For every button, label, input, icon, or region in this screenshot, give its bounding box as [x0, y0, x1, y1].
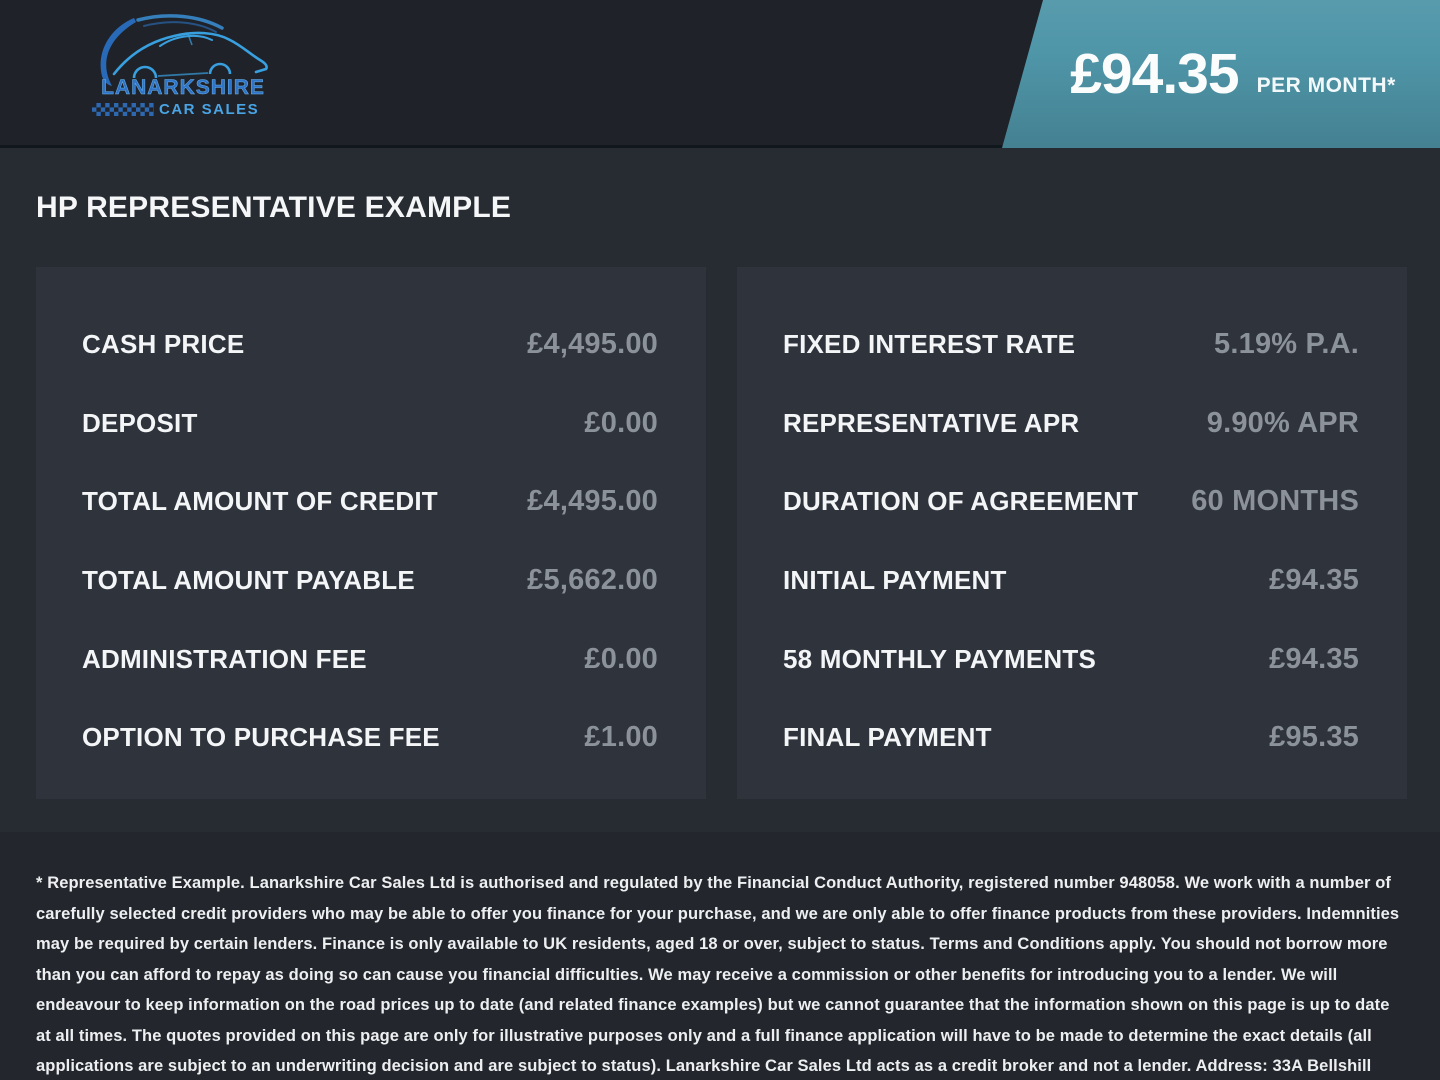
row-initial-payment: INITIAL PAYMENT £94.35 [783, 541, 1359, 620]
finance-panel-right: FIXED INTEREST RATE 5.19% P.A. REPRESENT… [737, 267, 1407, 799]
row-label: REPRESENTATIVE APR [783, 407, 1080, 438]
row-label: CASH PRICE [82, 328, 245, 359]
row-duration-of-agreement: DURATION OF AGREEMENT 60 MONTHS [783, 462, 1359, 541]
row-label: OPTION TO PURCHASE FEE [82, 722, 440, 753]
row-representative-apr: REPRESENTATIVE APR 9.90% APR [783, 384, 1359, 463]
row-value: £94.35 [1269, 642, 1359, 675]
row-value: £0.00 [584, 406, 658, 439]
disclaimer-footer: * Representative Example. Lanarkshire Ca… [0, 832, 1440, 1080]
row-label: TOTAL AMOUNT PAYABLE [82, 564, 415, 595]
row-value: £4,495.00 [527, 485, 658, 518]
row-total-amount-payable: TOTAL AMOUNT PAYABLE £5,662.00 [82, 541, 658, 620]
finance-panels: CASH PRICE £4,495.00 DEPOSIT £0.00 TOTAL… [36, 267, 1407, 799]
row-value: £4,495.00 [527, 327, 658, 360]
row-label: DURATION OF AGREEMENT [783, 486, 1139, 517]
dealer-logo: LANARKSHIRE CAR SALES [88, 12, 278, 124]
row-label: INITIAL PAYMENT [783, 564, 1007, 595]
row-final-payment: FINAL PAYMENT £95.35 [783, 698, 1359, 777]
row-fixed-interest-rate: FIXED INTEREST RATE 5.19% P.A. [783, 305, 1359, 384]
row-value: 9.90% APR [1206, 406, 1359, 439]
logo-tagline-text: CAR SALES [159, 101, 260, 118]
header-bar: LANARKSHIRE CAR SALES £94.35 PER MONTH* [0, 0, 1440, 148]
price-banner: £94.35 PER MONTH* [1002, 0, 1440, 148]
finance-panel-left: CASH PRICE £4,495.00 DEPOSIT £0.00 TOTAL… [36, 267, 706, 799]
row-value: 5.19% P.A. [1214, 327, 1359, 360]
row-total-amount-of-credit: TOTAL AMOUNT OF CREDIT £4,495.00 [82, 462, 658, 541]
row-label: DEPOSIT [82, 407, 198, 438]
row-value: £0.00 [584, 642, 658, 675]
row-value: £5,662.00 [527, 563, 658, 596]
logo-name-text: LANARKSHIRE [101, 76, 265, 100]
page-title: HP REPRESENTATIVE EXAMPLE [36, 191, 512, 224]
car-logo-icon [100, 14, 268, 86]
row-label: ADMINISTRATION FEE [82, 643, 367, 674]
row-value: £94.35 [1269, 563, 1359, 596]
row-value: £95.35 [1269, 721, 1359, 754]
row-value: £1.00 [584, 721, 658, 754]
checkered-flag-icon [92, 103, 154, 116]
row-deposit: DEPOSIT £0.00 [82, 384, 658, 463]
finance-example-content: HP REPRESENTATIVE EXAMPLE CASH PRICE £4,… [0, 151, 1440, 832]
row-value: 60 MONTHS [1191, 485, 1359, 518]
disclaimer-text: * Representative Example. Lanarkshire Ca… [36, 874, 1400, 1075]
row-cash-price: CASH PRICE £4,495.00 [82, 305, 658, 384]
row-label: FIXED INTEREST RATE [783, 328, 1076, 359]
row-monthly-payments: 58 MONTHLY PAYMENTS £94.35 [783, 620, 1359, 699]
row-option-to-purchase-fee: OPTION TO PURCHASE FEE £1.00 [82, 698, 658, 777]
monthly-price: £94.35 [1070, 41, 1239, 106]
row-label: TOTAL AMOUNT OF CREDIT [82, 486, 438, 517]
monthly-price-suffix: PER MONTH* [1256, 73, 1396, 97]
row-label: FINAL PAYMENT [783, 722, 992, 753]
row-administration-fee: ADMINISTRATION FEE £0.00 [82, 620, 658, 699]
row-label: 58 MONTHLY PAYMENTS [783, 643, 1096, 674]
